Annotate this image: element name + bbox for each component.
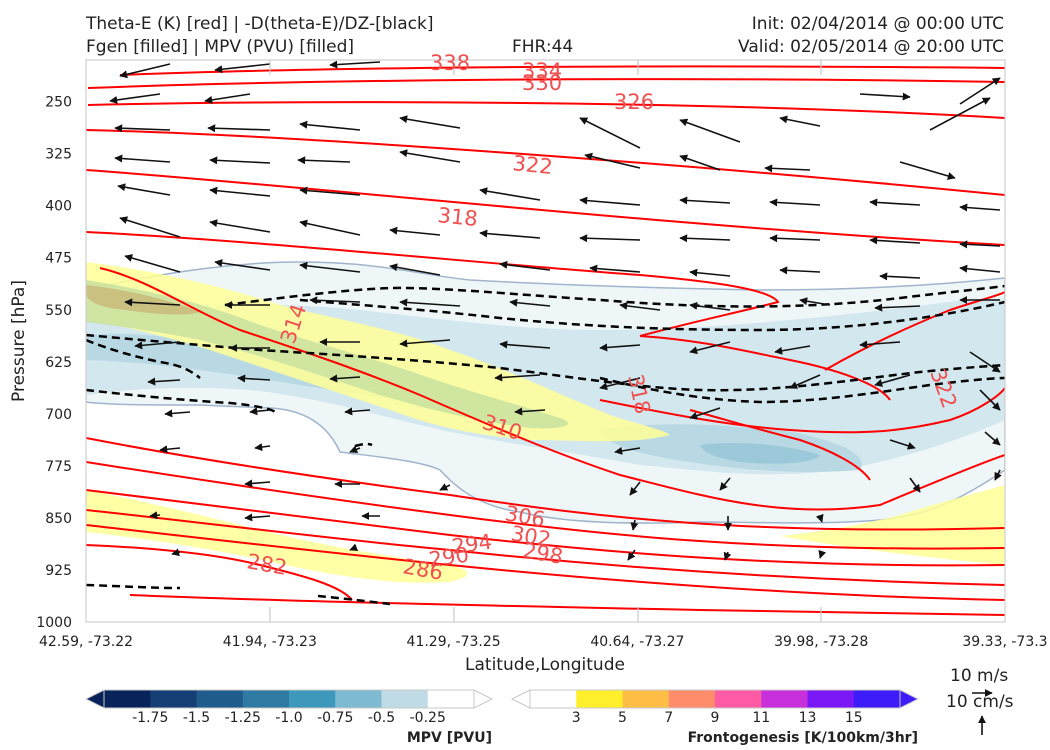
colorbar-tick-label: -0.75	[317, 710, 353, 726]
colorbar-extend-high	[473, 689, 494, 709]
contour-label: 322	[511, 151, 553, 179]
colorbar-tick-label: -0.25	[410, 710, 446, 726]
ddz-contours	[86, 284, 1005, 606]
y-tick-label: 550	[45, 303, 72, 319]
y-tick-label: 625	[45, 355, 72, 371]
colorbar-extend-low	[510, 689, 531, 709]
x-tick-label: 39.98, -73.28	[774, 634, 868, 650]
colorbar-tick-label: 7	[664, 710, 673, 726]
x-tick-label: 41.29, -73.25	[407, 634, 501, 650]
wind-vectors	[109, 60, 1002, 561]
y-tick-label: 775	[45, 459, 72, 475]
colorbar-tick-label: 3	[572, 710, 581, 726]
contour-label: 338	[430, 51, 470, 75]
colorbar-tick-label: 11	[752, 710, 770, 726]
contour-label: 326	[614, 90, 654, 114]
y-tick-label: 475	[45, 251, 72, 267]
colorbar-outline	[529, 689, 901, 709]
title-line-1: Theta-E (K) [red] | -D(theta-E)/DZ-[blac…	[86, 14, 434, 34]
fgen-fill-lower	[86, 490, 468, 583]
colorbar-tick-label: -1.5	[183, 710, 210, 726]
omega-reference-label: 10 cm/s	[946, 692, 1014, 712]
fgen-fill-right	[780, 485, 1005, 565]
y-tick-label: 925	[45, 563, 72, 579]
y-tick-label: 250	[45, 95, 72, 111]
theta-e-contours	[86, 65, 1005, 616]
x-tick-label: 40.64, -73.27	[590, 634, 684, 650]
plot-frame	[85, 59, 1006, 623]
init-time: Init: 02/04/2014 @ 00:00 UTC	[751, 14, 1004, 34]
colorbar-tick-label: 13	[799, 710, 817, 726]
colorbar-tick-label: -1.75	[132, 710, 168, 726]
colorbar-tick-label: 9	[711, 710, 720, 726]
y-tick-label: 700	[45, 407, 72, 423]
mpv-fill-core	[700, 443, 820, 464]
colorbar-tick-label: 15	[845, 710, 863, 726]
colorbar-swatch	[104, 690, 151, 708]
x-tick-label: 41.94, -73.23	[223, 634, 317, 650]
mpv-colorbar-title: MPV [PVU]	[407, 730, 492, 746]
contour-label: 290	[427, 543, 470, 572]
y-tick-label: 1000	[36, 615, 72, 631]
colorbar-extend-high	[899, 689, 920, 709]
colorbar-swatch	[335, 690, 382, 708]
title-line-2: Fgen [filled] | MPV (PVU) [filled]	[86, 37, 355, 57]
fgen-colorbar: 3 5 7 9 11 13 15	[510, 689, 920, 726]
colorbar-swatch	[807, 690, 855, 708]
colorbar-swatch	[761, 690, 808, 708]
x-tick-label: 42.59, -73.22	[39, 634, 133, 650]
colorbar-swatch	[853, 690, 901, 708]
colorbar-swatch	[289, 690, 336, 708]
colorbar-extend-low	[84, 689, 105, 709]
fgen-colorbar-title: Frontogenesis [K/100km/3hr]	[688, 730, 918, 746]
colorbar-tick-label: 5	[618, 710, 627, 726]
valid-time: Valid: 02/05/2014 @ 20:00 UTC	[738, 37, 1004, 57]
colorbar-swatch	[242, 690, 290, 708]
colorbar-swatch	[150, 690, 197, 708]
colorbar-swatch	[381, 690, 429, 708]
colorbar-swatch	[668, 690, 716, 708]
y-axis: 250 325 400 475 550 625 700 775 850 925 1000	[36, 95, 72, 631]
y-tick-label: 325	[45, 147, 72, 163]
forecast-hour: FHR:44	[512, 37, 574, 57]
colorbar-swatch	[576, 690, 623, 708]
fgen-fill-upper-core	[86, 285, 200, 315]
colorbar-tick-label: -0.5	[368, 710, 395, 726]
y-tick-label: 850	[45, 511, 72, 527]
colorbar-swatch	[427, 690, 475, 708]
colorbar-swatch	[622, 690, 670, 708]
y-tick-label: 400	[45, 199, 72, 215]
colorbar-outline	[103, 689, 475, 709]
x-tick-label: 39.33, -73.3	[962, 634, 1047, 650]
colorbar-tick-label: -1.0	[275, 710, 302, 726]
contour-label: 330	[522, 71, 562, 95]
contour-label: 318	[436, 203, 478, 231]
y-axis-label: Pressure [hPa]	[9, 280, 29, 402]
contour-label: 334	[522, 59, 562, 83]
colorbar-tick-label: -1.25	[225, 710, 261, 726]
wind-reference-label: 10 m/s	[950, 666, 1008, 686]
mpv-colorbar: -1.75 -1.5 -1.25 -1.0 -0.75 -0.5 -0.25	[84, 689, 494, 726]
colorbar-swatch	[196, 690, 244, 708]
x-axis: 42.59, -73.22 41.94, -73.23 41.29, -73.25 4…	[39, 634, 1048, 650]
x-axis-label: Latitude,Longitude	[465, 655, 625, 675]
colorbar-swatch	[715, 690, 762, 708]
x-tick-marks	[269, 60, 822, 622]
vector-reference: 10 m/s 10 cm/s	[946, 666, 1014, 735]
contour-label: 294	[450, 530, 493, 559]
colorbar-swatch	[530, 690, 577, 708]
